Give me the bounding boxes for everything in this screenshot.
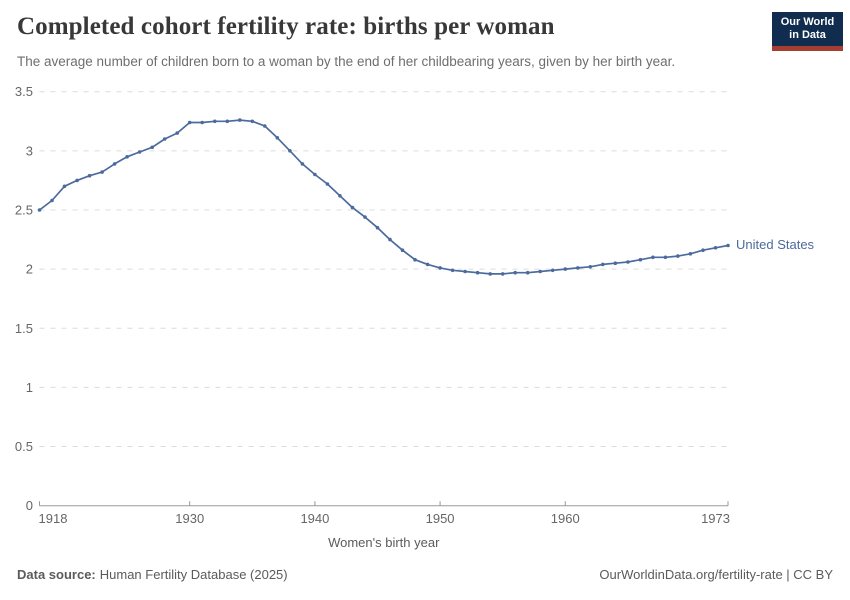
data-point-marker	[100, 170, 104, 174]
data-point-marker	[688, 252, 693, 256]
data-point-marker	[663, 255, 668, 260]
data-point-marker	[325, 182, 330, 186]
data-point-marker	[112, 162, 117, 166]
data-point-marker	[550, 268, 555, 273]
series-label: United States	[736, 237, 815, 253]
data-point-marker	[563, 267, 568, 271]
data-point-marker	[150, 145, 154, 150]
data-point-marker	[463, 269, 467, 274]
data-point-marker	[300, 162, 305, 166]
data-point-marker	[475, 270, 480, 275]
data-point-marker	[525, 270, 530, 275]
data-point-marker	[413, 257, 417, 262]
data-point-marker	[162, 137, 167, 141]
data-point-marker	[37, 208, 42, 212]
x-tick-label: 1960	[551, 511, 580, 526]
data-point-marker	[200, 120, 204, 125]
data-point-marker	[62, 184, 67, 189]
y-tick-label: 3	[26, 143, 33, 158]
data-point-marker	[225, 119, 230, 124]
data-point-marker	[250, 119, 255, 124]
data-point-marker	[175, 131, 179, 135]
data-point-marker	[513, 270, 517, 275]
data-point-marker	[375, 225, 380, 230]
x-tick-label: 1950	[426, 511, 455, 526]
page-subtitle: The average number of children born to a…	[17, 54, 676, 69]
data-point-marker	[638, 257, 643, 262]
data-point-marker	[350, 205, 355, 210]
owid-logo-line1: Our World	[780, 15, 835, 28]
data-source-label: Data source:	[17, 567, 96, 582]
data-point-marker	[588, 265, 593, 269]
data-source-text: Human Fertility Database (2025)	[99, 567, 288, 582]
x-tick-label: 1918	[39, 511, 68, 526]
x-tick-label: 1973	[701, 511, 730, 526]
data-point-marker	[363, 215, 367, 219]
data-point-marker	[187, 120, 192, 125]
y-tick-label: 2.5	[15, 202, 33, 217]
data-point-marker	[676, 254, 680, 258]
data-source: Data source: Human Fertility Database (20…	[17, 567, 288, 582]
series-line	[38, 119, 729, 275]
data-point-marker	[87, 173, 92, 178]
data-point-marker	[400, 248, 405, 252]
data-point-marker	[576, 266, 580, 270]
owid-logo-line2: in Data	[789, 29, 826, 41]
y-tick-label: 0	[26, 498, 33, 513]
data-point-marker	[488, 272, 493, 276]
y-tick-label: 1.5	[15, 321, 33, 336]
data-point-marker	[538, 269, 542, 274]
y-tick-label: 1	[26, 380, 33, 395]
data-point-marker	[438, 266, 442, 270]
chart-footer: Data source: Human Fertility Database (20…	[0, 567, 850, 582]
data-point-marker	[75, 178, 79, 183]
y-tick-label: 0.5	[15, 439, 33, 454]
data-point-marker	[425, 262, 430, 267]
data-point-marker	[613, 261, 618, 266]
page-title: Completed cohort fertility rate: births …	[17, 13, 555, 40]
data-point-marker	[238, 118, 242, 122]
owid-logo: Our World in Data	[772, 12, 843, 51]
attribution-text: OurWorldinData.org/fertility-rate | CC B…	[599, 567, 833, 582]
data-point-marker	[601, 262, 605, 267]
data-point-marker	[388, 237, 392, 242]
x-tick-label: 1940	[300, 511, 329, 526]
data-point-marker	[125, 155, 129, 159]
x-axis-title: Women's birth year	[328, 535, 440, 550]
y-tick-label: 3.5	[15, 84, 33, 99]
data-point-marker	[50, 198, 54, 203]
data-point-marker	[701, 248, 705, 252]
data-point-marker	[450, 268, 455, 273]
data-point-marker	[275, 136, 280, 140]
data-point-marker	[213, 119, 217, 124]
data-point-marker	[288, 149, 292, 153]
data-point-marker	[263, 124, 267, 128]
y-tick-label: 2	[26, 262, 33, 277]
data-point-marker	[137, 150, 142, 154]
data-point-marker	[500, 272, 505, 276]
data-point-marker	[313, 172, 317, 177]
x-tick-label: 1930	[175, 511, 204, 526]
data-point-marker	[338, 194, 342, 198]
data-point-marker	[651, 255, 655, 260]
data-point-marker	[713, 246, 718, 250]
data-point-marker	[726, 243, 730, 248]
data-point-marker	[626, 260, 630, 264]
